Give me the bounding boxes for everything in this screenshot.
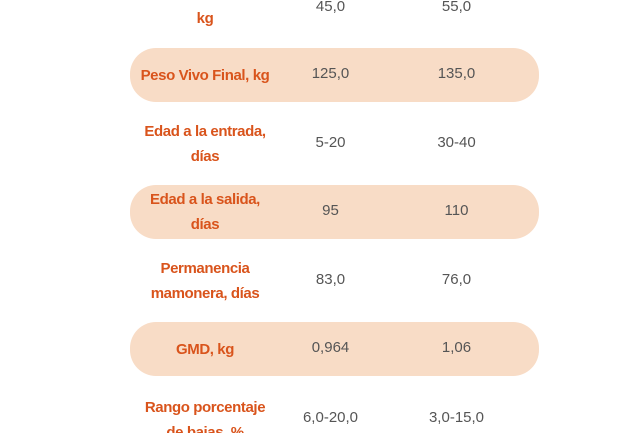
- row-value-2: 3,0-15,0: [428, 409, 485, 426]
- table-row: Edad a la salida, días 95 110: [130, 185, 539, 239]
- row-label: Peso Vivo Final, kg: [130, 63, 280, 88]
- row-value-1: 6,0-20,0: [302, 409, 359, 426]
- row-label-line: GMD, kg: [175, 340, 235, 358]
- row-label: Permanencia mamonera, días: [130, 256, 280, 306]
- row-label-line: de bajas, %: [166, 424, 244, 433]
- row-label-line: Edad a la salida,: [150, 191, 260, 208]
- table-row: Peso Vivo Final, kg 125,0 135,0: [130, 48, 539, 102]
- row-value-2: 76,0: [441, 271, 472, 288]
- row-value-1: 83,0: [315, 271, 346, 288]
- row-value-1: 45,0: [315, 0, 346, 15]
- row-label-line: días: [190, 216, 220, 233]
- row-label-line: mamonera, días: [150, 285, 260, 302]
- row-value-1: 125,0: [311, 65, 350, 82]
- table-row: Rango porcentaje de bajas, % 6,0-20,0 3,…: [130, 393, 539, 433]
- row-label: GMD, kg: [130, 337, 280, 362]
- row-label-line: Permanencia: [160, 260, 250, 277]
- table-row: kg 45,0 55,0: [130, 0, 539, 32]
- row-value-1: 0,964: [311, 339, 350, 356]
- row-value-1: 5-20: [315, 134, 346, 151]
- row-label: kg: [130, 6, 280, 31]
- row-label: Rango porcentaje de bajas, %: [130, 395, 280, 433]
- row-label-line: días: [190, 148, 220, 165]
- table-row: GMD, kg 0,964 1,06: [130, 322, 539, 376]
- row-value-2: 30-40: [437, 134, 476, 151]
- row-label: Edad a la entrada, días: [130, 119, 280, 169]
- row-value-2: 135,0: [437, 65, 476, 82]
- table-row: Permanencia mamonera, días 83,0 76,0: [130, 254, 539, 308]
- row-label-line: Rango porcentaje: [144, 399, 266, 416]
- row-label-line: kg: [196, 9, 214, 27]
- row-value-1: 95: [322, 202, 339, 219]
- row-value-2: 110: [444, 202, 469, 219]
- row-value-2: 1,06: [441, 339, 472, 356]
- row-label-line: Peso Vivo Final, kg: [140, 66, 270, 84]
- row-label: Edad a la salida, días: [130, 187, 280, 237]
- row-value-2: 55,0: [441, 0, 472, 15]
- table-row: Edad a la entrada, días 5-20 30-40: [130, 117, 539, 171]
- row-label-line: Edad a la entrada,: [144, 123, 266, 140]
